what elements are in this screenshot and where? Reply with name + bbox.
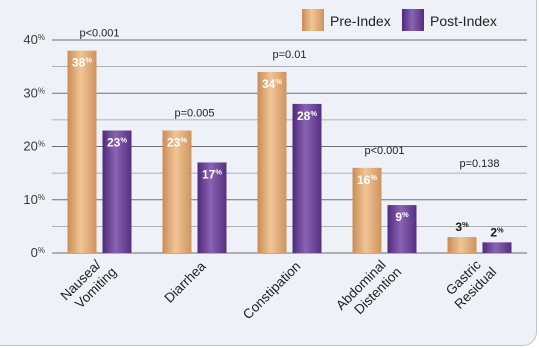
y-tick-label: 10% — [23, 192, 45, 207]
x-category-label: GastricResidual — [440, 253, 499, 312]
data-label: 3% — [455, 220, 469, 234]
legend: Pre-Index Post-Index — [302, 9, 497, 31]
bar-preindex-0 — [67, 50, 97, 254]
bar-postindex-2 — [292, 103, 322, 254]
p-value-label: p<0.001 — [364, 145, 404, 157]
data-label: 16% — [357, 173, 377, 187]
y-tick-label: 20% — [23, 139, 45, 154]
bar-preindex-1 — [162, 130, 192, 253]
data-label: 38% — [72, 56, 92, 70]
bar-preindex-3 — [352, 167, 382, 253]
data-label: 17% — [202, 167, 222, 181]
data-label: 23% — [167, 136, 187, 150]
data-label: 28% — [297, 109, 317, 123]
x-category-label: Nausea/Vomiting — [58, 253, 120, 315]
legend-swatch-preindex — [302, 9, 324, 31]
bar-postindex-4 — [482, 242, 512, 253]
p-value-label: p=0.138 — [459, 158, 499, 170]
bar-postindex-3 — [387, 205, 417, 253]
x-category-label: AbdominalDistention — [333, 253, 404, 324]
data-label: 9% — [395, 210, 409, 224]
data-label: 2% — [490, 225, 504, 239]
y-tick-label: 0% — [31, 245, 45, 260]
bar-preindex-2 — [257, 71, 287, 253]
p-value-label: p<0.001 — [79, 28, 119, 40]
bar-postindex-1 — [197, 162, 227, 253]
x-category-label: Diarrhea — [161, 258, 209, 306]
data-label: 23% — [107, 136, 127, 150]
y-tick-label: 40% — [23, 32, 45, 47]
legend-label: Post-Index — [430, 13, 497, 29]
p-value-label: p=0.005 — [174, 108, 214, 120]
p-value-label: p=0.01 — [273, 49, 307, 61]
bar-preindex-4 — [447, 237, 477, 253]
legend-swatch-postindex — [402, 9, 424, 31]
bar-postindex-0 — [102, 130, 132, 253]
legend-label: Pre-Index — [330, 13, 391, 29]
y-tick-label: 30% — [23, 85, 45, 100]
x-category-label: Constipation — [240, 259, 304, 323]
data-label: 34% — [262, 77, 282, 91]
